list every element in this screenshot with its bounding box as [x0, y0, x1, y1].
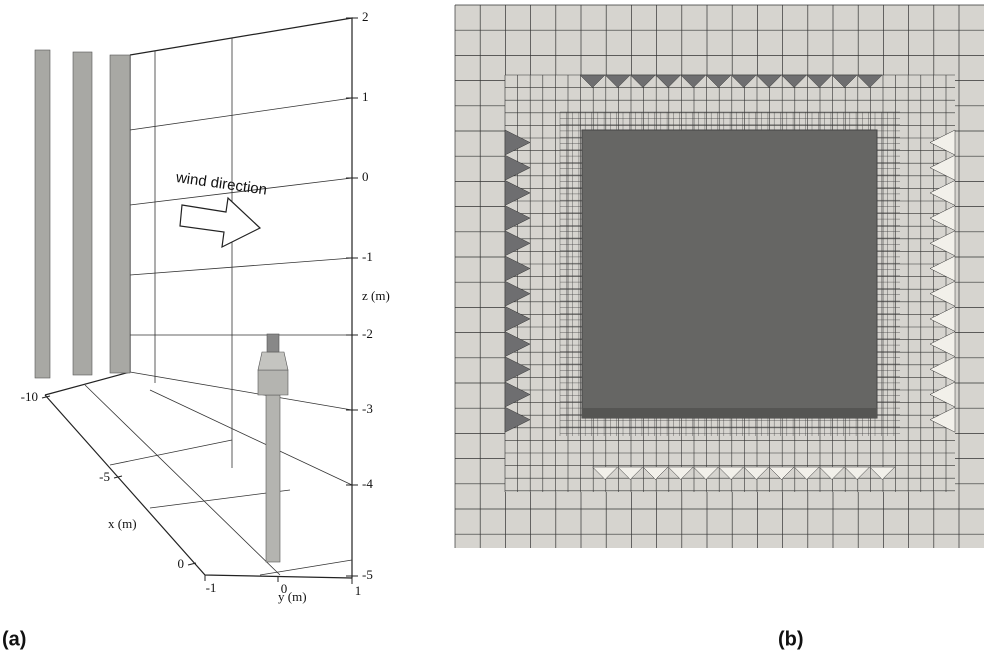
wind-arrow — [180, 198, 260, 247]
tick-label: -5 — [362, 567, 373, 582]
wall-frame — [130, 18, 352, 578]
tick-label: -2 — [362, 326, 373, 341]
figure: wind direction z (m) x (m) y (m) 210-1-2… — [0, 0, 984, 657]
tick-label: 0 — [362, 169, 369, 184]
tick-label: 0 — [281, 581, 288, 596]
solid-block — [582, 130, 877, 418]
tick-label: 2 — [362, 9, 369, 24]
panel-b — [455, 5, 984, 548]
columns — [35, 50, 130, 378]
block-edge — [582, 408, 877, 418]
tick-label: -1 — [362, 249, 373, 264]
tick-label: -10 — [21, 389, 38, 404]
wall-grid — [130, 98, 352, 485]
tick-label: -1 — [206, 580, 217, 595]
tick-label: -4 — [362, 476, 373, 491]
tick-label: -5 — [99, 469, 110, 484]
floor-frame — [45, 372, 352, 578]
panel-a: wind direction z (m) x (m) y (m) 210-1-2… — [21, 9, 390, 604]
wall-grid — [155, 38, 232, 468]
axis-title: z (m) — [362, 288, 390, 303]
tick-label: 1 — [362, 89, 369, 104]
panel-label: (b) — [778, 628, 804, 650]
floor-grid — [85, 385, 352, 575]
tick-label: 0 — [178, 556, 185, 571]
panel-label: (a) — [2, 628, 26, 650]
pole — [258, 334, 288, 562]
axis-title: x (m) — [108, 516, 137, 531]
tick-label: -3 — [362, 401, 373, 416]
tick-label: 1 — [355, 583, 362, 598]
